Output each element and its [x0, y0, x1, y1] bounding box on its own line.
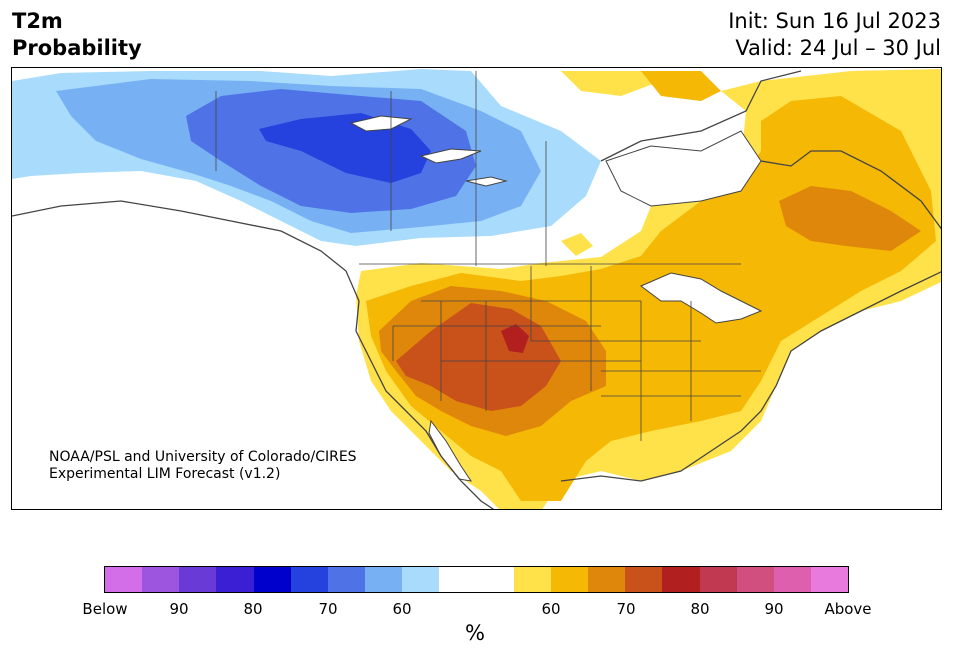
colorbar-segment — [513, 567, 551, 592]
map-title: T2m Probability — [12, 8, 142, 62]
colorbar-label-above-70: 70 — [616, 600, 636, 618]
colorbar-label-below: Below — [82, 600, 128, 618]
colorbar-label-below-90: 90 — [169, 600, 189, 618]
colorbar-segment — [327, 567, 366, 592]
colorbar-label-above-60: 60 — [541, 600, 561, 618]
colorbar-segment — [290, 567, 328, 592]
probability-map — [11, 67, 942, 510]
colorbar-unit: % — [465, 621, 485, 645]
gulf-of-california — [428, 419, 473, 482]
colorbar-segment — [699, 567, 737, 592]
colorbar-label-below-70: 70 — [318, 600, 338, 618]
colorbar-segment — [142, 567, 180, 592]
colorbar-segment — [662, 567, 700, 592]
great-lakes — [640, 272, 763, 324]
forecast-dates: Init: Sun 16 Jul 2023 Valid: 24 Jul – 30… — [728, 8, 941, 62]
colorbar-segment — [365, 567, 403, 592]
colorbar-segment — [810, 567, 849, 592]
warm-60-patch-plains — [561, 233, 593, 256]
colorbar-segment — [550, 567, 589, 592]
colorbar-segment — [736, 567, 774, 592]
colorbar-segment — [105, 567, 143, 592]
credit-line-2: Experimental LIM Forecast (v1.2) — [49, 466, 281, 482]
colorbar-label-below-80: 80 — [243, 600, 263, 618]
credit-text: NOAA/PSL and University of Colorado/CIRE… — [49, 449, 357, 483]
title-line-1: T2m — [12, 9, 63, 33]
colorbar-label-above-90: 90 — [764, 600, 784, 618]
title-line-2: Probability — [12, 36, 142, 60]
colorbar-segment — [216, 567, 254, 592]
political-borders — [215, 71, 761, 441]
colorbar-segment — [402, 567, 440, 592]
credit-line-1: NOAA/PSL and University of Colorado/CIRE… — [49, 449, 357, 465]
init-date: Init: Sun 16 Jul 2023 — [728, 9, 941, 33]
colorbar-segment — [476, 567, 514, 592]
valid-range: Valid: 24 Jul – 30 Jul — [735, 36, 941, 60]
colorbar-segment — [625, 567, 663, 592]
colorbar-segment — [179, 567, 217, 592]
colorbar-segment — [773, 567, 811, 592]
warm-60-patch-north — [561, 71, 661, 96]
lake-winnipeg — [465, 176, 508, 187]
hudson-bay — [605, 130, 762, 207]
colorbar-segment — [588, 567, 626, 592]
colorbar-label-above: Above — [824, 600, 872, 618]
great-slave-lake — [419, 148, 482, 164]
coastlines — [12, 70, 941, 509]
colorbar-segment — [253, 567, 291, 592]
colorbar-segment — [439, 567, 477, 592]
colorbar-label-above-80: 80 — [690, 600, 710, 618]
cold-75-region — [259, 113, 431, 183]
warm-80-region — [501, 324, 529, 353]
water-bodies — [349, 115, 763, 482]
warm-70-region-quebec — [779, 186, 921, 251]
great-bear-lake — [349, 115, 413, 132]
colorbar-label-below-60: 60 — [392, 600, 412, 618]
north-america-map — [12, 69, 941, 509]
warm-65-patch-ne — [641, 71, 721, 101]
probability-colorbar — [104, 566, 849, 593]
